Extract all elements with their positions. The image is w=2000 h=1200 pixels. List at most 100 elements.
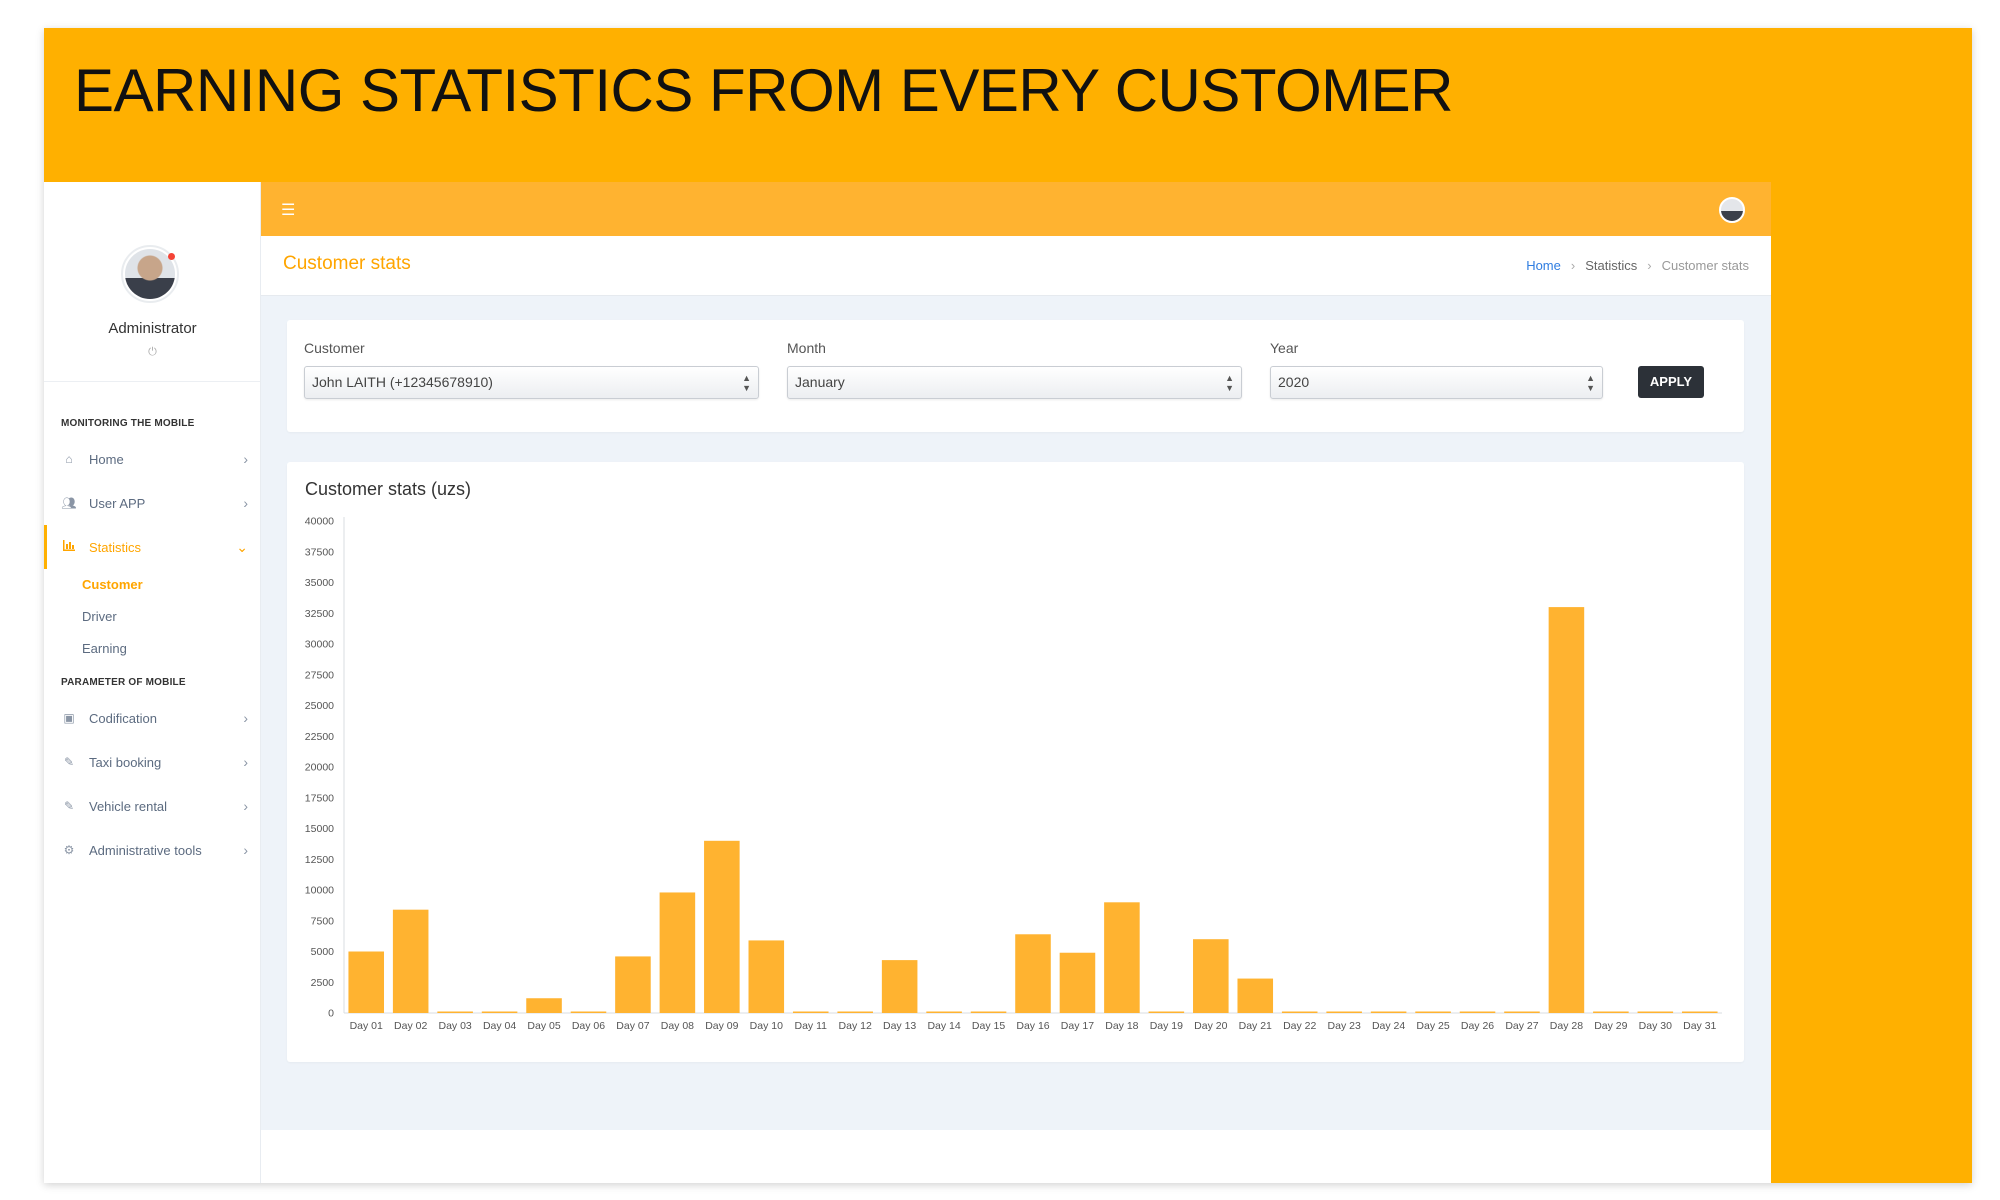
chart-card: Customer stats (uzs) 0 2500 5000 7500 10000 1… <box>287 462 1744 1062</box>
bar <box>1370 1011 1407 1013</box>
x-tick-label: Day 26 <box>1461 1020 1494 1032</box>
y-tick-label: 32500 <box>305 608 334 620</box>
chevron-right-icon: › <box>243 710 248 726</box>
customer-select[interactable]: John LAITH (+12345678910) ▲ ▼ <box>304 366 759 399</box>
bar <box>437 1011 473 1013</box>
sidebar-item-user-app[interactable]: 👥︎ User APP › <box>44 481 260 525</box>
sidebar-subitem-customer[interactable]: Customer <box>82 577 143 592</box>
x-tick-label: Day 21 <box>1239 1020 1272 1032</box>
x-tick-label: Day 24 <box>1372 1020 1405 1032</box>
x-tick-label: Day 14 <box>927 1020 960 1032</box>
bar <box>792 1011 829 1013</box>
y-tick-label: 25000 <box>305 700 334 712</box>
bar <box>1193 939 1229 1013</box>
y-tick-label: 12500 <box>305 854 334 866</box>
customer-select-value: John LAITH (+12345678910) <box>312 374 493 390</box>
top-bar: ☰ <box>261 182 1771 236</box>
sidebar-item-taxi-booking[interactable]: ✎ Taxi booking › <box>44 740 260 784</box>
y-tick-label: 17500 <box>305 792 334 804</box>
y-tick-label: 27500 <box>305 669 334 681</box>
sidebar-item-codification[interactable]: ▣ Codification › <box>44 696 260 740</box>
orange-frame: EARNING STATISTICS FROM EVERY CUSTOMER A… <box>44 28 1972 1183</box>
x-tick-label: Day 25 <box>1416 1020 1449 1032</box>
y-tick-label: 0 <box>328 1008 334 1020</box>
sidebar-item-vehicle-rental[interactable]: ✎ Vehicle rental › <box>44 784 260 828</box>
bar <box>1326 1011 1362 1013</box>
month-select-value: January <box>795 374 845 390</box>
customer-label: Customer <box>304 340 365 356</box>
gear-icon: ⚙ <box>63 843 75 857</box>
x-tick-label: Day 05 <box>527 1020 560 1032</box>
bar <box>837 1011 873 1013</box>
filter-card: Customer John LAITH (+12345678910) ▲ ▼ Mo… <box>287 320 1744 432</box>
x-tick-label: Day 16 <box>1016 1020 1049 1032</box>
x-tick-label: Day 23 <box>1328 1020 1361 1032</box>
banner-title: EARNING STATISTICS FROM EVERY CUSTOMER <box>74 57 1453 124</box>
sidebar-item-administrative-tools[interactable]: ⚙ Administrative tools › <box>44 828 260 872</box>
bar <box>1504 1011 1540 1013</box>
year-label: Year <box>1270 340 1299 356</box>
x-tick-label: Day 06 <box>572 1020 605 1032</box>
bar <box>1104 902 1140 1013</box>
y-tick-label: 20000 <box>305 762 334 774</box>
select-arrows-icon: ▲ ▼ <box>742 373 751 393</box>
section-title-parameter: PARAMETER OF MOBILE <box>61 677 186 688</box>
bar <box>1281 1011 1318 1013</box>
month-select[interactable]: January ▲ ▼ <box>787 366 1242 399</box>
sidebar-subitem-driver[interactable]: Driver <box>82 609 117 624</box>
chevron-right-icon: › <box>243 451 248 467</box>
y-tick-label: 35000 <box>305 577 334 589</box>
sidebar-item-home[interactable]: ⌂ Home › <box>44 437 260 481</box>
codification-icon: ▣ <box>63 711 75 725</box>
status-dot <box>168 253 175 260</box>
bar <box>1015 934 1051 1013</box>
bar <box>748 940 785 1013</box>
power-icon[interactable]: ⏻ <box>148 346 157 358</box>
page-title: Customer stats <box>283 253 411 274</box>
sidebar: Administrator ⏻ MONITORING THE MOBILE ⌂ … <box>44 182 261 1183</box>
app-window: Administrator ⏻ MONITORING THE MOBILE ⌂ … <box>44 182 1771 1183</box>
bar <box>1059 952 1096 1013</box>
x-tick-label: Day 13 <box>883 1020 916 1032</box>
x-tick-label: Day 11 <box>794 1020 827 1032</box>
sidebar-item-statistics[interactable]: Statistics ⌄ <box>44 525 260 569</box>
x-tick-label: Day 09 <box>705 1020 738 1032</box>
bar <box>1637 1011 1674 1013</box>
month-label: Month <box>787 340 826 356</box>
bar <box>570 1011 607 1013</box>
pencil-icon: ✎ <box>63 755 75 769</box>
bar <box>659 892 696 1013</box>
bar <box>1681 1011 1718 1013</box>
y-tick-label: 5000 <box>311 946 335 958</box>
bar <box>1415 1011 1451 1013</box>
bar <box>526 998 562 1013</box>
x-tick-label: Day 03 <box>438 1020 471 1032</box>
sidebar-item-label: Statistics <box>89 539 142 555</box>
bar <box>881 960 918 1013</box>
sidebar-subitem-earning[interactable]: Earning <box>82 641 127 656</box>
bar <box>615 956 651 1013</box>
y-tick-label: 15000 <box>305 823 334 835</box>
chevron-right-icon: › <box>243 798 248 814</box>
bar <box>704 840 740 1013</box>
y-tick-label: 37500 <box>305 546 334 558</box>
bar <box>926 1011 962 1013</box>
top-avatar-icon[interactable] <box>1719 197 1745 223</box>
breadcrumb-statistics[interactable]: Statistics <box>1585 258 1638 273</box>
year-select[interactable]: 2020 ▲ ▼ <box>1270 366 1603 399</box>
bar-chart: 0 2500 5000 7500 10000 12500 15000 17500 20000 22… <box>305 516 1722 1032</box>
x-tick-label: Day 04 <box>483 1020 516 1032</box>
breadcrumb-home[interactable]: Home <box>1526 258 1561 273</box>
apply-button[interactable]: APPLY <box>1638 366 1704 398</box>
x-tick-label: Day 08 <box>661 1020 694 1032</box>
bar <box>1148 1011 1185 1013</box>
hamburger-icon[interactable]: ☰ <box>281 202 296 219</box>
sidebar-item-label: Codification <box>89 710 157 726</box>
bar <box>1459 1011 1496 1013</box>
breadcrumb: Home › Statistics › Customer stats <box>1526 258 1749 273</box>
avatar[interactable] <box>121 245 179 303</box>
profile-panel: Administrator ⏻ <box>44 182 260 382</box>
y-tick-label: 10000 <box>305 885 334 897</box>
x-tick-label: Day 27 <box>1505 1020 1538 1032</box>
chevron-right-icon: › <box>243 842 248 858</box>
